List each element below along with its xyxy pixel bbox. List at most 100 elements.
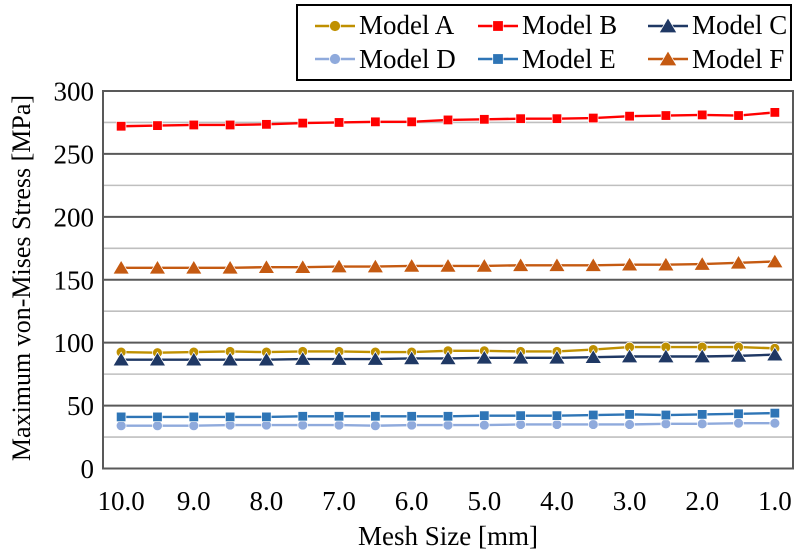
data-point-marker <box>330 258 348 274</box>
data-point-marker <box>548 349 566 365</box>
data-point-marker <box>657 256 675 272</box>
square-marker-icon <box>478 20 518 32</box>
data-point-marker <box>551 113 563 124</box>
data-point-marker <box>587 419 599 430</box>
legend-item-label: Model C <box>692 10 788 41</box>
legend-item-model-c: Model C <box>647 12 790 39</box>
data-point-marker <box>188 420 200 432</box>
y-axis-title: Maximum von-Mises Stress [MPa] <box>7 94 36 462</box>
data-point-marker <box>370 411 381 422</box>
data-point-marker <box>769 408 780 419</box>
data-point-marker <box>293 259 312 274</box>
data-point-marker <box>548 257 566 272</box>
data-point-marker <box>439 257 457 273</box>
data-point-marker <box>406 411 417 422</box>
y-tick-label: 50 <box>67 391 94 421</box>
data-point-marker <box>620 256 639 272</box>
data-point-marker <box>511 257 530 272</box>
data-point-marker <box>658 17 678 33</box>
data-point-marker <box>297 411 308 422</box>
data-point-marker <box>333 117 345 128</box>
data-point-marker <box>152 120 163 131</box>
data-point-marker <box>293 350 312 366</box>
data-point-marker <box>329 53 341 65</box>
data-point-marker <box>221 351 239 367</box>
data-point-marker <box>769 107 780 118</box>
data-point-marker <box>693 255 711 271</box>
legend-item-label: Model E <box>522 43 616 74</box>
x-tick-label: 4.0 <box>540 486 574 516</box>
x-tick-label: 7.0 <box>322 486 356 516</box>
data-point-marker <box>660 409 671 421</box>
x-tick-label: 9.0 <box>177 486 211 516</box>
data-point-marker <box>406 419 417 431</box>
series-model-e <box>116 408 780 423</box>
data-point-marker <box>551 419 563 430</box>
x-tick-label: 2.0 <box>685 486 719 516</box>
data-point-marker <box>729 347 748 363</box>
y-tick-label: 250 <box>54 139 95 169</box>
data-point-marker <box>624 111 635 122</box>
data-point-marker <box>511 349 530 365</box>
data-point-marker <box>515 419 526 430</box>
data-point-marker <box>697 409 708 420</box>
legend-item-model-b: Model B <box>477 12 647 39</box>
data-point-marker <box>658 50 678 67</box>
data-point-marker <box>152 420 163 432</box>
data-point-marker <box>492 53 504 65</box>
y-tick-label: 300 <box>54 77 95 107</box>
data-point-marker <box>221 259 239 275</box>
data-point-marker <box>148 259 167 275</box>
data-point-marker <box>620 348 639 364</box>
data-point-marker <box>515 410 526 421</box>
data-point-marker <box>479 114 490 125</box>
data-point-marker <box>152 411 163 423</box>
data-point-marker <box>257 351 276 367</box>
data-point-marker <box>116 121 127 132</box>
data-point-marker <box>696 418 708 430</box>
legend-item-model-d: Model D <box>314 45 477 73</box>
x-tick-label: 10.0 <box>98 486 145 516</box>
x-tick-label: 1.0 <box>758 486 792 516</box>
legend-item-model-a: Model A <box>314 12 477 39</box>
data-point-marker <box>366 350 385 366</box>
data-point-marker <box>257 259 276 274</box>
data-point-marker <box>693 348 711 364</box>
data-point-marker <box>588 409 599 421</box>
x-tick-label: 5.0 <box>467 486 501 516</box>
data-point-marker <box>115 420 127 432</box>
circle-marker-icon <box>315 20 355 32</box>
data-point-marker <box>551 410 563 421</box>
data-point-marker <box>188 411 199 423</box>
data-point-marker <box>624 409 635 420</box>
square-marker-icon <box>478 53 518 65</box>
y-tick-label: 150 <box>54 265 95 295</box>
data-point-marker <box>297 419 309 431</box>
data-point-marker <box>729 254 748 270</box>
data-point-marker <box>402 257 421 273</box>
data-point-marker <box>697 109 708 121</box>
data-point-marker <box>402 350 421 365</box>
triangle-marker-icon <box>648 50 688 67</box>
legend-item-model-f: Model F <box>647 45 790 73</box>
data-point-marker <box>116 411 127 423</box>
data-point-marker <box>261 119 272 130</box>
data-point-marker <box>442 114 454 126</box>
data-point-marker <box>766 253 784 269</box>
data-point-marker <box>297 117 308 129</box>
y-tick-label: 200 <box>54 202 95 232</box>
x-tick-label: 6.0 <box>395 486 429 516</box>
legend: Model A Model B Model C Model D Model E Model… <box>296 4 792 81</box>
data-point-marker <box>479 419 490 431</box>
triangle-marker-icon <box>648 17 688 33</box>
x-tick-label: 8.0 <box>250 486 284 516</box>
data-point-marker <box>475 349 494 365</box>
data-point-marker <box>584 257 603 272</box>
legend-item-label: Model A <box>359 10 455 41</box>
data-point-marker <box>406 116 417 127</box>
data-point-marker <box>442 419 454 431</box>
data-point-marker <box>329 20 341 32</box>
data-point-marker <box>766 346 784 362</box>
data-point-marker <box>660 110 671 121</box>
